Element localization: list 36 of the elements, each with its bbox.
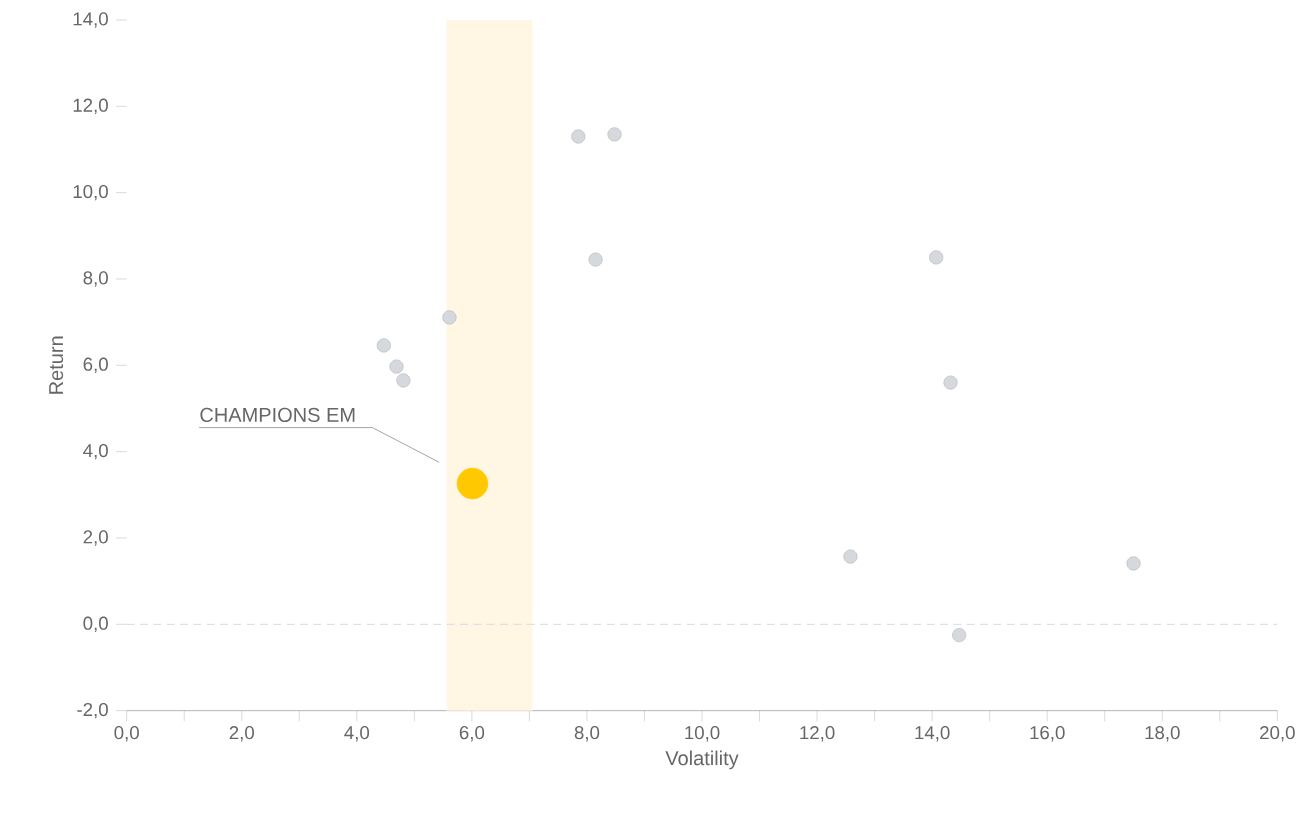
x-tick-label: 12,0 — [800, 726, 835, 742]
point — [1126, 556, 1141, 571]
point — [442, 310, 457, 325]
x-tick-label: 14,0 — [915, 726, 950, 742]
y-axis-title: Return — [49, 336, 64, 394]
x-tick-label: 16,0 — [1030, 726, 1065, 742]
y-tick-label: 10,0 — [73, 184, 108, 201]
y-tick-label: 4,0 — [83, 443, 108, 460]
y-tick-label: 6,0 — [83, 357, 108, 374]
x-tick-label: 20,0 — [1260, 726, 1295, 742]
x-axis-title: Volatility — [665, 750, 739, 770]
y-tick-label: 14,0 — [73, 12, 108, 28]
x-tick-label: 8,0 — [574, 726, 600, 742]
x-tick-label: 6,0 — [459, 726, 485, 742]
point — [929, 250, 944, 265]
x-tick-label: 18,0 — [1145, 726, 1180, 742]
x-tick-label: 2,0 — [229, 726, 254, 742]
point — [571, 129, 586, 144]
y-tick-label: 2,0 — [83, 530, 108, 546]
text: CHAMPIONS EM — [200, 407, 355, 422]
point — [607, 127, 622, 142]
y-tick-label: 12,0 — [73, 98, 108, 115]
point — [843, 549, 858, 564]
point — [456, 467, 489, 500]
point — [952, 628, 967, 643]
y-tick-label: 0,0 — [83, 616, 108, 633]
point — [389, 359, 404, 374]
point — [588, 252, 603, 267]
y-tick-label: 8,0 — [83, 271, 108, 287]
x-tick-label: 4,0 — [344, 726, 370, 742]
y-tick-label: -2,0 — [77, 702, 108, 719]
point — [943, 375, 958, 390]
point — [376, 338, 391, 353]
point — [396, 373, 411, 388]
x-tick-label: 0,0 — [114, 726, 139, 742]
x-tick-label: 10,0 — [685, 726, 720, 742]
